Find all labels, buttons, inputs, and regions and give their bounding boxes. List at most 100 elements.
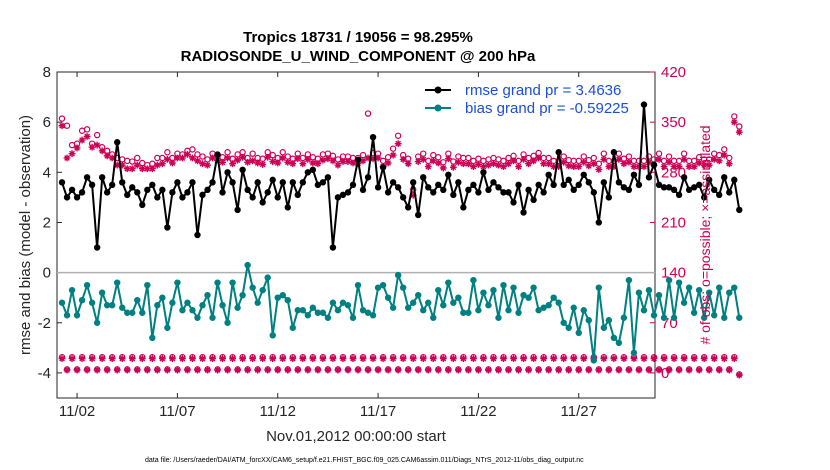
chart-title: Tropics 18731 / 19056 = 98.295% <box>243 29 473 46</box>
obs-low-assimilated-point <box>655 366 663 374</box>
obs-assimilated-point <box>239 153 247 161</box>
obs-assimilated-point <box>449 163 457 171</box>
obs-low-assimilated-point <box>224 366 231 374</box>
obs-assimilated-point <box>535 154 543 162</box>
obs-low-assimilated-point <box>680 355 688 362</box>
obs-assimilated-point <box>475 161 482 168</box>
obs-assimilated-point <box>585 162 593 170</box>
bias-point <box>465 309 472 316</box>
bias-point <box>344 302 352 309</box>
rmse-point <box>600 179 608 186</box>
obs-low-assimilated-point <box>660 355 668 362</box>
obs-low-assimilated-point <box>349 355 357 362</box>
rmse-point <box>134 189 141 196</box>
obs-assimilated-point <box>580 158 588 166</box>
obs-assimilated-point <box>269 158 277 165</box>
obs-low-assimilated-point <box>540 355 548 362</box>
obs-assimilated-point <box>304 156 312 163</box>
obs-low-assimilated-point <box>168 355 176 362</box>
obs-low-assimilated-point <box>715 366 723 374</box>
obs-assimilated-point <box>264 153 272 161</box>
bias-point <box>239 291 246 299</box>
bias-point <box>560 319 567 326</box>
obs-assimilated-point <box>399 156 407 163</box>
obs-low-assimilated-point <box>239 355 247 362</box>
obs-assimilated-point <box>464 160 472 168</box>
rmse-point <box>329 244 337 251</box>
obs-low-assimilated-point <box>505 366 512 374</box>
obs-low-assimilated-point <box>93 366 101 374</box>
obs-assimilated-point <box>540 160 548 168</box>
obs-assimilated-point <box>389 151 397 159</box>
y-right-tick-label: 140 <box>661 265 686 282</box>
rmse-point <box>219 189 226 196</box>
rmse-point <box>705 176 713 184</box>
rmse-point <box>349 181 357 189</box>
obs-assimilated-point <box>98 147 106 155</box>
legend-rmse-marker <box>434 86 442 94</box>
bias-point <box>695 286 703 294</box>
y-tick-label: 6 <box>43 114 51 131</box>
bias-point <box>88 299 96 306</box>
rmse-point <box>440 186 447 194</box>
obs-possible-point <box>389 145 397 152</box>
rmse-point <box>209 179 216 186</box>
obs-low-assimilated-point <box>138 355 146 362</box>
rmse-point <box>700 194 708 201</box>
rmse-point <box>249 194 256 201</box>
bias-point <box>710 312 718 319</box>
obs-low-assimilated-point <box>359 355 367 362</box>
rmse-point <box>124 191 131 199</box>
legend-rmse-label: rmse grand pr = 3.4636 <box>465 82 621 99</box>
obs-assimilated-point <box>625 158 633 166</box>
y-right-tick-label: 210 <box>661 214 686 231</box>
y-right-tick-label: 0 <box>661 365 669 382</box>
obs-low-assimilated-point <box>710 355 718 362</box>
bias-point <box>530 284 537 291</box>
obs-low-assimilated-point <box>128 355 136 362</box>
rmse-point <box>98 174 106 181</box>
obs-low-assimilated-point <box>520 355 527 362</box>
bias-point <box>505 307 512 314</box>
obs-assimilated-point <box>329 157 337 165</box>
bias-point <box>379 281 387 289</box>
rmse-point <box>394 184 402 191</box>
bias-series-layer <box>58 261 743 364</box>
obs-possible-point <box>249 150 256 157</box>
rmse-point <box>726 189 733 196</box>
obs-low-assimilated-point <box>219 355 226 362</box>
bias-point <box>204 291 211 299</box>
rmse-point <box>640 101 648 108</box>
bias-point <box>304 312 312 319</box>
obs-possible-point <box>134 154 141 162</box>
rmse-point <box>610 149 618 156</box>
obs-assimilated-point <box>670 163 678 170</box>
obs-low-assimilated-point <box>319 355 327 362</box>
obs-assimilated-point <box>520 156 527 163</box>
obs-assimilated-point <box>133 161 141 169</box>
obs-assimilated-point <box>309 159 317 167</box>
obs-low-assimilated-point <box>58 355 66 362</box>
rmse-point <box>615 179 623 186</box>
bias-point <box>525 294 532 301</box>
obs-low-assimilated-point <box>314 366 322 374</box>
bias-point <box>570 304 577 311</box>
obs-assimilated-point <box>610 163 618 170</box>
obs-low-assimilated-point <box>153 366 161 374</box>
rmse-point <box>344 189 352 196</box>
rmse-point <box>284 204 291 211</box>
obs-low-assimilated-point <box>98 355 106 362</box>
bias-point <box>68 286 76 294</box>
obs-assimilated-point <box>73 144 81 152</box>
obs-low-assimilated-point <box>279 355 287 362</box>
bias-point <box>545 302 552 309</box>
bias-point <box>520 291 527 299</box>
x-tick-label: 11/27 <box>561 403 597 420</box>
rmse-point <box>88 181 96 189</box>
obs-low-assimilated-point <box>229 355 236 362</box>
obs-low-assimilated-point <box>379 355 387 362</box>
obs-assimilated-point <box>710 156 718 163</box>
bias-point <box>580 307 587 314</box>
bias-point <box>129 309 136 316</box>
bias-point <box>470 276 477 284</box>
